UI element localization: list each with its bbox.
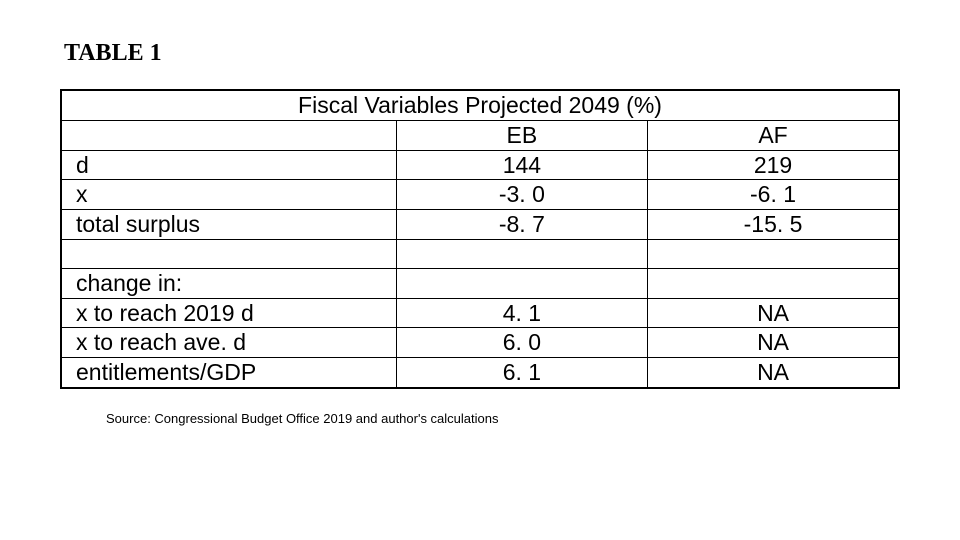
row-label: d <box>61 150 396 180</box>
cell-value: 144 <box>396 150 647 180</box>
column-header-af: AF <box>648 120 899 150</box>
table-caption: Fiscal Variables Projected 2049 (%) <box>61 90 899 120</box>
source-note: Source: Congressional Budget Office 2019… <box>106 411 900 426</box>
cell-blank <box>648 268 899 298</box>
row-label: total surplus <box>61 210 396 240</box>
cell-value: -15. 5 <box>648 210 899 240</box>
cell-value: -6. 1 <box>648 180 899 210</box>
column-header-blank <box>61 120 396 150</box>
cell-value: 6. 0 <box>396 328 647 358</box>
row-label: x to reach 2019 d <box>61 298 396 328</box>
cell-value: 6. 1 <box>396 358 647 388</box>
cell-value: NA <box>648 358 899 388</box>
cell-value: -3. 0 <box>396 180 647 210</box>
spacer-row <box>61 239 899 268</box>
table-row: x to reach 2019 d 4. 1 NA <box>61 298 899 328</box>
row-label: x <box>61 180 396 210</box>
cell-value: -8. 7 <box>396 210 647 240</box>
table-row: x to reach ave. d 6. 0 NA <box>61 328 899 358</box>
cell-blank <box>396 268 647 298</box>
table-row: entitlements/GDP 6. 1 NA <box>61 358 899 388</box>
section-header: change in: <box>61 268 396 298</box>
column-header-eb: EB <box>396 120 647 150</box>
column-header-row: EB AF <box>61 120 899 150</box>
section-header-row: change in: <box>61 268 899 298</box>
cell-value: 219 <box>648 150 899 180</box>
table-label: TABLE 1 <box>64 40 900 67</box>
fiscal-table: Fiscal Variables Projected 2049 (%) EB A… <box>60 89 900 389</box>
table-caption-row: Fiscal Variables Projected 2049 (%) <box>61 90 899 120</box>
table-row: d 144 219 <box>61 150 899 180</box>
row-label: x to reach ave. d <box>61 328 396 358</box>
cell-value: 4. 1 <box>396 298 647 328</box>
row-label: entitlements/GDP <box>61 358 396 388</box>
table-row: x -3. 0 -6. 1 <box>61 180 899 210</box>
cell-value: NA <box>648 328 899 358</box>
cell-value: NA <box>648 298 899 328</box>
table-row: total surplus -8. 7 -15. 5 <box>61 210 899 240</box>
